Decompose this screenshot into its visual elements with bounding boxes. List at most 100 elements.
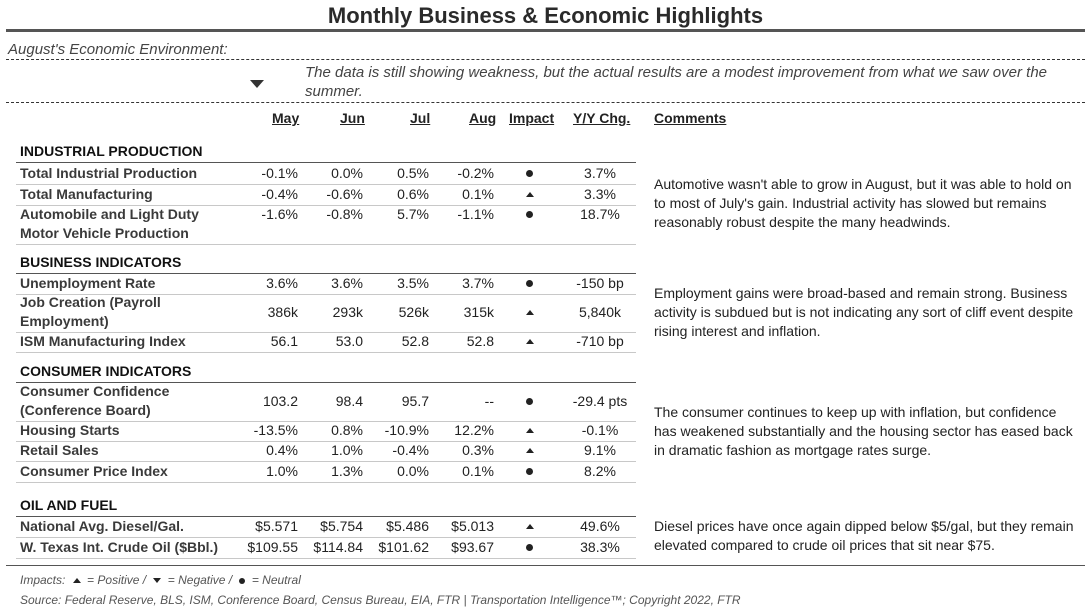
- row-label: Consumer Confidence (Conference Board): [20, 382, 169, 420]
- positive-icon: [72, 578, 81, 584]
- section-comment: Diesel prices have once again dipped bel…: [654, 518, 1074, 553]
- divider: [6, 565, 1085, 566]
- divider: [6, 59, 1085, 60]
- value-aug: 0.3%: [462, 442, 494, 458]
- value-jun: 53.0: [335, 333, 363, 349]
- value-jul: $101.62: [378, 539, 429, 555]
- value-jul: 0.0%: [397, 463, 429, 479]
- row-label: Total Industrial Production: [20, 164, 197, 183]
- row-label-line: W. Texas Int. Crude Oil ($Bbl.): [20, 539, 219, 555]
- divider: [6, 102, 1085, 103]
- value-jun: 1.0%: [331, 442, 363, 458]
- row-label: W. Texas Int. Crude Oil ($Bbl.): [20, 538, 218, 557]
- value-jul: $5.486: [386, 518, 429, 534]
- value-may: 103.2: [262, 393, 298, 409]
- row-label-line: Automobile and Light Duty: [20, 206, 199, 222]
- value-may: 56.1: [270, 333, 298, 349]
- value-may: -13.5%: [253, 422, 298, 438]
- row-label: Unemployment Rate: [20, 274, 155, 293]
- row-label-line: Housing Starts: [20, 422, 120, 438]
- header-aug: Aug: [469, 110, 497, 126]
- value-jun: 0.0%: [331, 165, 363, 181]
- value-yy: 18.7%: [580, 206, 620, 222]
- row-label: Total Manufacturing: [20, 185, 153, 204]
- value-aug: --: [484, 393, 494, 409]
- section-title: OIL AND FUEL: [20, 497, 118, 513]
- value-yy: -710 bp: [576, 333, 624, 349]
- value-jul: -0.4%: [392, 442, 429, 458]
- positive-impact-icon: [526, 524, 534, 529]
- value-yy: -150 bp: [576, 275, 624, 291]
- value-aug: 0.1%: [462, 463, 494, 479]
- row-divider: [16, 441, 636, 442]
- value-may: $5.571: [255, 518, 298, 534]
- value-yy: -0.1%: [581, 422, 619, 438]
- value-yy: 3.3%: [584, 186, 616, 202]
- row-divider: [16, 294, 636, 295]
- legend-negative: = Negative /: [167, 573, 233, 587]
- value-jul: 5.7%: [397, 206, 429, 222]
- neutral-icon: [239, 577, 246, 584]
- value-jun: -0.8%: [326, 206, 363, 222]
- legend-prefix: Impacts:: [20, 573, 66, 587]
- negative-icon: [153, 578, 162, 584]
- positive-impact-icon: [526, 310, 534, 315]
- neutral-impact-icon: [526, 398, 533, 405]
- value-aug: $5.013: [451, 518, 494, 534]
- section-title: CONSUMER INDICATORS: [20, 363, 192, 379]
- value-jun: $114.84: [313, 539, 363, 555]
- value-yy: -29.4 pts: [572, 393, 628, 409]
- row-label: Job Creation (Payroll Employment): [20, 293, 161, 331]
- row-divider: [16, 244, 636, 245]
- neutral-impact-icon: [526, 170, 533, 177]
- value-jul: 3.5%: [397, 275, 429, 291]
- page-title: Monthly Business & Economic Highlights: [327, 3, 764, 28]
- value-jul: 526k: [398, 304, 429, 320]
- source-note: Source: Federal Reserve, BLS, ISM, Confe…: [20, 593, 741, 607]
- value-may: 386k: [267, 304, 298, 320]
- value-may: -0.1%: [261, 165, 298, 181]
- header-jun: Jun: [340, 110, 365, 126]
- value-aug: 12.2%: [454, 422, 494, 438]
- value-yy: 3.7%: [584, 165, 616, 181]
- section-comment: The consumer continues to keep up with i…: [654, 404, 1073, 458]
- neutral-impact-icon: [526, 468, 533, 475]
- value-jun: $5.754: [320, 518, 363, 534]
- section-rule: [16, 162, 636, 163]
- row-label-line: Consumer Price Index: [20, 463, 168, 479]
- row-divider: [16, 482, 636, 483]
- value-aug: 315k: [463, 304, 494, 320]
- environment-label: August's Economic Environment:: [8, 41, 228, 58]
- row-label: Automobile and Light Duty Motor Vehicle P…: [20, 205, 199, 243]
- value-jul: 95.7: [401, 393, 429, 409]
- row-divider: [16, 205, 636, 206]
- value-may: -0.4%: [261, 186, 298, 202]
- value-jul: 52.8: [401, 333, 429, 349]
- row-label: ISM Manufacturing Index: [20, 332, 186, 351]
- value-jun: 1.3%: [331, 463, 363, 479]
- value-jun: 3.6%: [331, 275, 363, 291]
- header-impact: Impact: [509, 110, 555, 126]
- value-jun: -0.6%: [326, 186, 363, 202]
- header-jul: Jul: [410, 110, 431, 126]
- row-label: Housing Starts: [20, 421, 120, 440]
- value-aug: 52.8: [466, 333, 494, 349]
- row-label: Retail Sales: [20, 441, 99, 460]
- row-label-line: Total Manufacturing: [20, 186, 153, 202]
- value-jun: 293k: [332, 304, 363, 320]
- row-label-line: Employment): [20, 313, 109, 329]
- legend-positive: = Positive /: [87, 573, 147, 587]
- row-label-line: National Avg. Diesel/Gal.: [20, 518, 184, 534]
- header-comments: Comments: [654, 110, 727, 126]
- section-title: BUSINESS INDICATORS: [20, 254, 182, 270]
- row-divider: [16, 558, 636, 559]
- value-jul: 0.5%: [397, 165, 429, 181]
- impact-legend: Impacts: = Positive / = Negative / = Neu…: [20, 573, 301, 587]
- value-may: 3.6%: [266, 275, 298, 291]
- value-aug: 0.1%: [462, 186, 494, 202]
- section-rule: [16, 382, 636, 383]
- row-label-line: Motor Vehicle Production: [20, 225, 189, 241]
- trend-down-icon: [250, 80, 264, 88]
- row-divider: [16, 352, 636, 353]
- value-yy: 38.3%: [580, 539, 620, 555]
